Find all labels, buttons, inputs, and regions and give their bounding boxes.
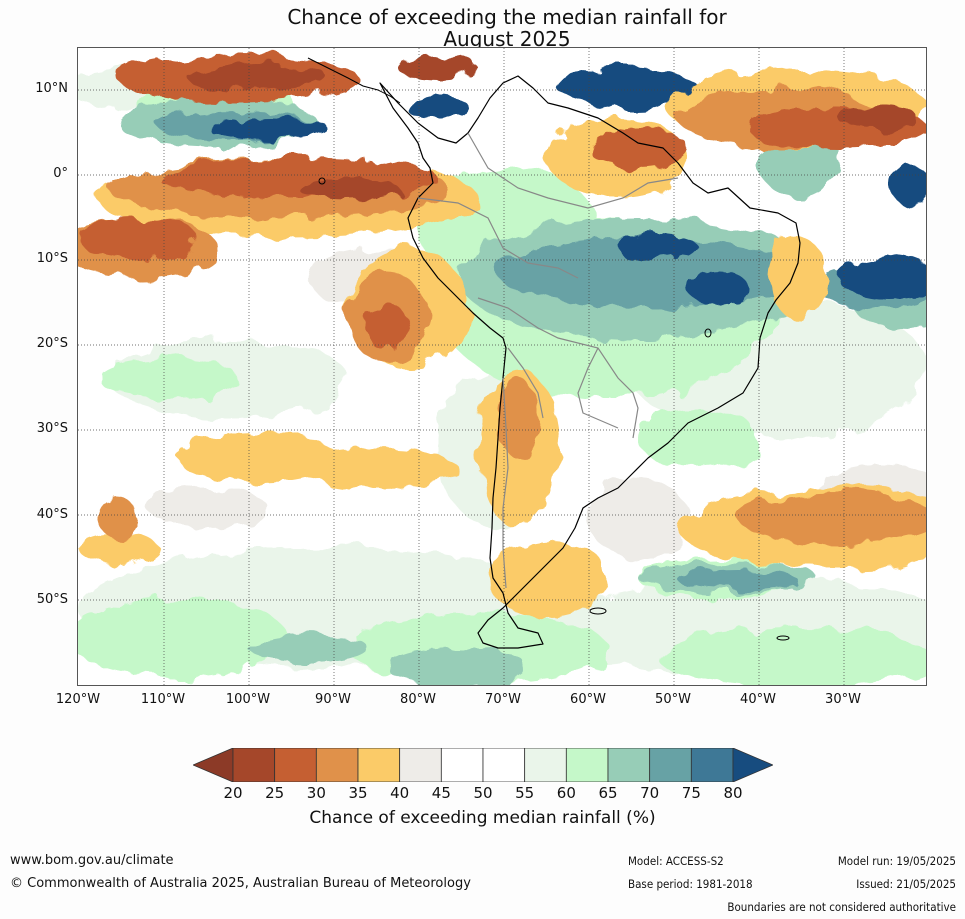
- lat-label-20s: 20°S: [36, 336, 68, 351]
- footer-disclaimer: Boundaries are not considered authoritat…: [727, 900, 956, 914]
- lon-label-50w: 50°W: [655, 692, 691, 707]
- graticule: [78, 48, 926, 685]
- footer-url: www.bom.gov.au/climate: [10, 853, 174, 868]
- colorbar-segment: [690, 748, 734, 782]
- colorbar-tick-label: 75: [681, 784, 701, 802]
- footer-base-period: Base period: 1981-2018: [628, 877, 753, 891]
- lat-label-10n: 10°N: [35, 81, 68, 96]
- footer-copyright: © Commonwealth of Australia 2025, Austra…: [10, 876, 471, 891]
- colorbar: [193, 748, 773, 782]
- lon-label-60w: 60°W: [570, 692, 606, 707]
- colorbar-tick-label: 25: [265, 784, 285, 802]
- lon-label-100w: 100°W: [225, 692, 271, 707]
- lon-label-70w: 70°W: [485, 692, 521, 707]
- rainfall-field: [78, 53, 926, 685]
- lat-label-0: 0°: [53, 166, 68, 181]
- colorbar-segment: [440, 748, 484, 782]
- country-borders: [417, 132, 679, 589]
- lon-label-110w: 110°W: [140, 692, 186, 707]
- footer-model-run: Model run: 19/05/2025: [837, 854, 956, 868]
- lon-label-120w: 120°W: [55, 692, 101, 707]
- colorbar-segment: [482, 748, 526, 782]
- colorbar-tick-label: 40: [390, 784, 410, 802]
- colorbar-over-arrow: [732, 748, 773, 782]
- colorbar-tick-label: 20: [223, 784, 243, 802]
- colorbar-tick-label: 30: [306, 784, 326, 802]
- islands: [318, 177, 790, 641]
- colorbar-tick-label: 35: [348, 784, 368, 802]
- colorbar-tick-label: 55: [515, 784, 535, 802]
- central-america-coastline: [307, 57, 401, 104]
- colorbar-tick-label: 80: [723, 784, 743, 802]
- lon-label-40w: 40°W: [740, 692, 776, 707]
- lon-label-90w: 90°W: [315, 692, 351, 707]
- colorbar-label: Chance of exceeding median rainfall (%): [309, 808, 656, 828]
- lat-label-30s: 30°S: [36, 421, 68, 436]
- colorbar-segment: [524, 748, 567, 782]
- lat-label-10s: 10°S: [36, 251, 68, 266]
- map-canvas: [78, 48, 926, 685]
- map-title-line2: August 2025: [443, 27, 571, 51]
- lon-label-30w: 30°W: [825, 692, 861, 707]
- colorbar-segment: [357, 748, 401, 782]
- colorbar-segment: [565, 748, 609, 782]
- footer-model: Model: ACCESS-S2: [628, 854, 724, 868]
- colorbar-segment: [649, 748, 692, 782]
- colorbar-tick-label: 45: [431, 784, 451, 802]
- map-title-line1: Chance of exceeding the median rainfall …: [287, 5, 727, 29]
- lat-label-50s: 50°S: [36, 592, 68, 607]
- footer-issued: Issued: 21/05/2025: [856, 877, 956, 891]
- colorbar-segment: [399, 748, 442, 782]
- colorbar-segment: [607, 748, 651, 782]
- colorbar-segment: [315, 748, 359, 782]
- colorbar-under-arrow: [193, 748, 234, 782]
- south-america-coastline: [379, 75, 801, 649]
- colorbar-segment: [274, 748, 317, 782]
- colorbar-segment: [232, 748, 276, 782]
- colorbar-tick-label: 65: [598, 784, 618, 802]
- colorbar-tick-label: 70: [640, 784, 660, 802]
- rainfall-probability-map: [77, 47, 927, 686]
- colorbar-tick-label: 60: [556, 784, 576, 802]
- colorbar-tick-label: 50: [473, 784, 493, 802]
- lat-label-40s: 40°S: [36, 507, 68, 522]
- lon-label-80w: 80°W: [400, 692, 436, 707]
